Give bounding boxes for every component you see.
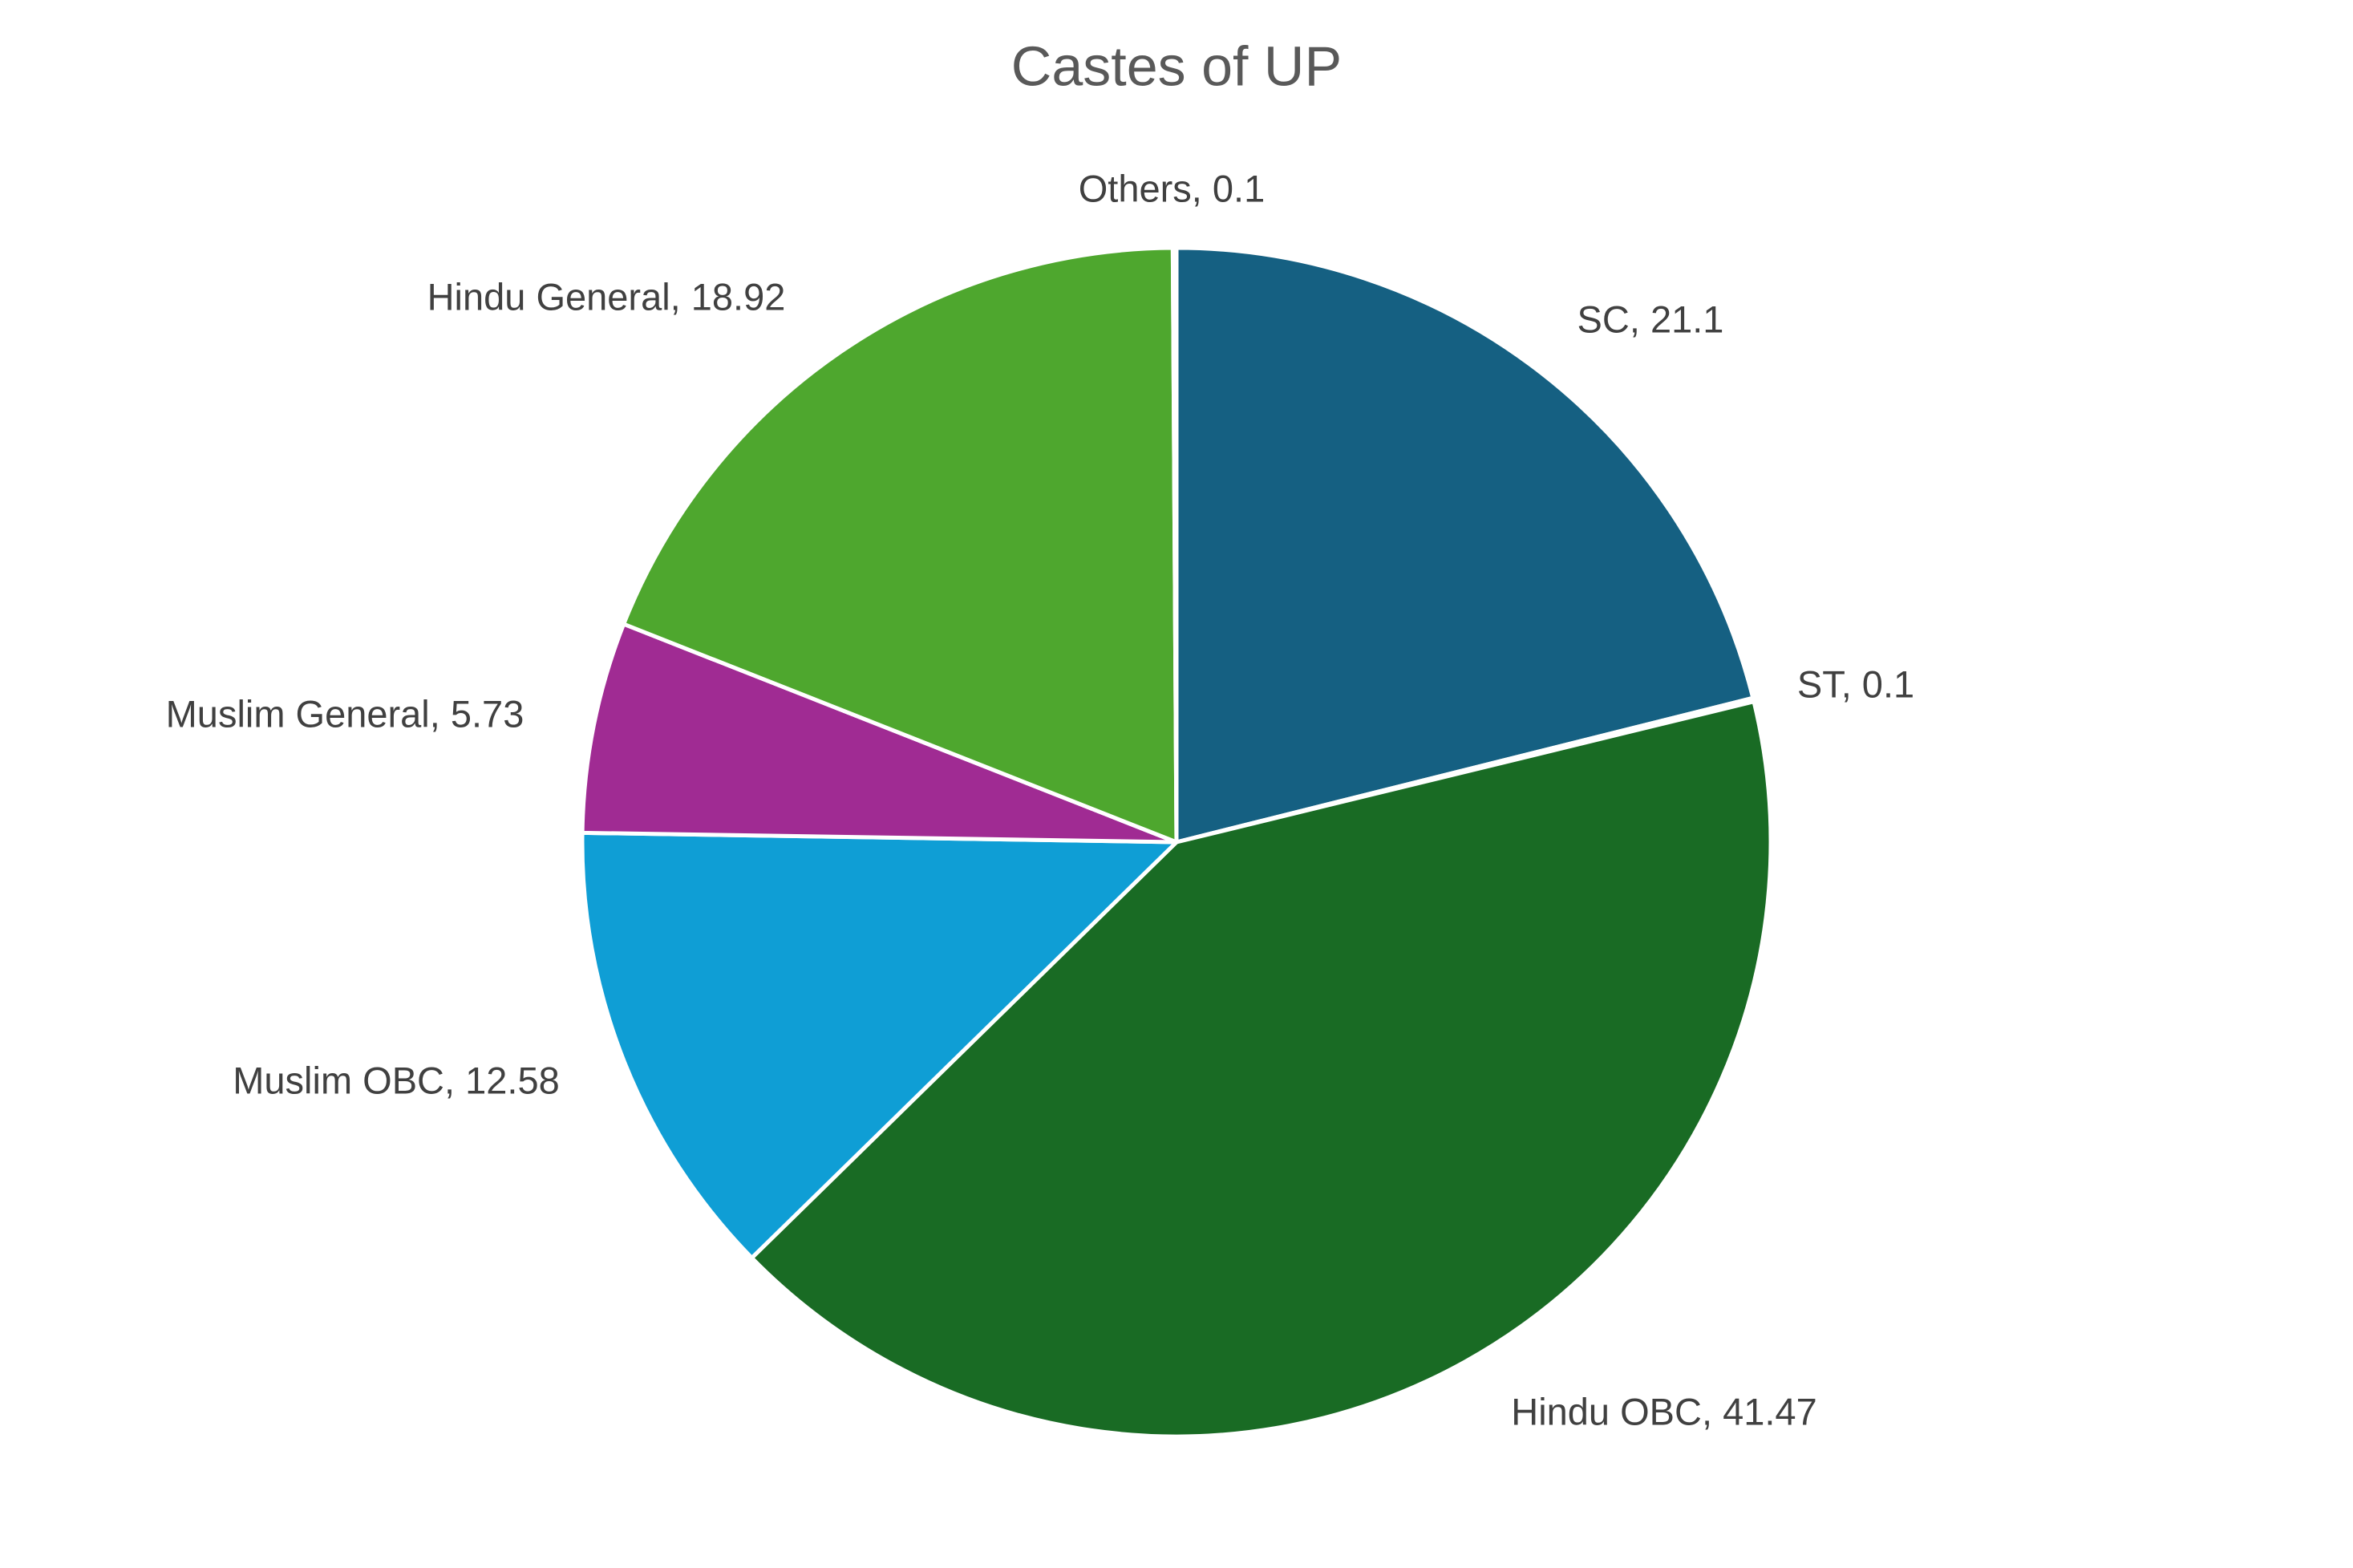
data-label: Muslim General, 5.73 — [166, 692, 524, 735]
data-label: Muslim OBC, 12.58 — [233, 1059, 559, 1101]
data-label: Hindu OBC, 41.47 — [1511, 1390, 1816, 1432]
data-label: Hindu General, 18.92 — [427, 275, 786, 318]
pie-slice — [622, 245, 1179, 845]
data-label: Others, 0.1 — [1079, 167, 1266, 209]
data-label: SC, 21.1 — [1577, 298, 1724, 340]
pie-slice — [580, 830, 1179, 1260]
pie-slice — [1170, 245, 1179, 845]
pie-slice — [580, 622, 1179, 845]
pie-slice — [749, 699, 1773, 1439]
chart-title: Castes of UP — [1011, 34, 1342, 97]
pie-slice — [1174, 245, 1756, 845]
data-label: ST, 0.1 — [1797, 662, 1914, 705]
